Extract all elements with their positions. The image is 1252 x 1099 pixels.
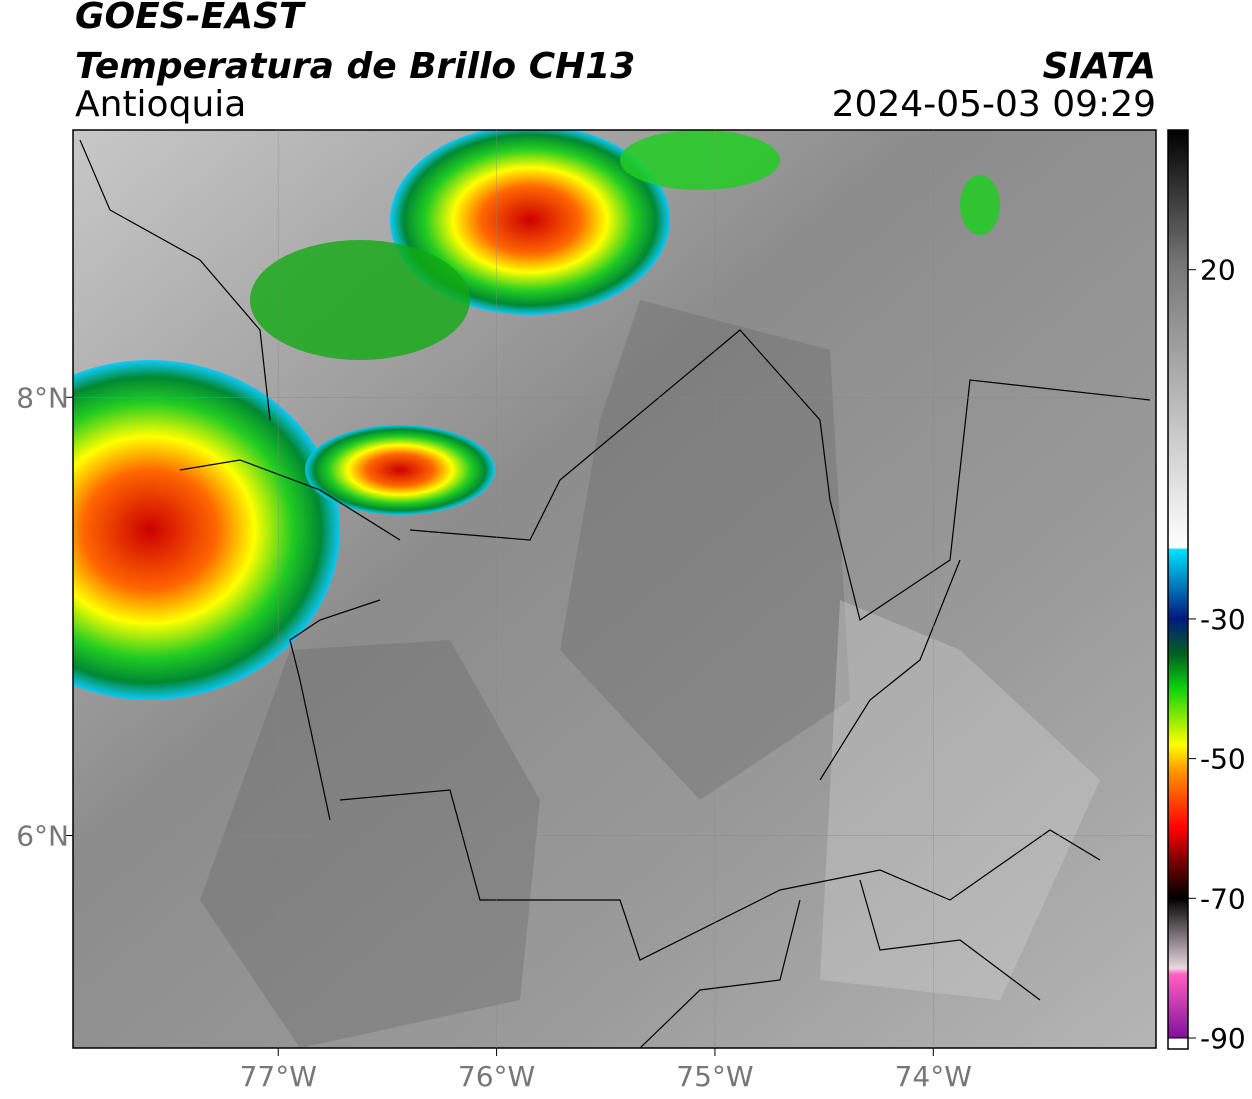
source: SIATA xyxy=(1043,46,1156,87)
colorbar-under xyxy=(1167,1037,1189,1050)
colorbar-tick-label: 20 xyxy=(1200,254,1236,287)
imagery xyxy=(73,130,1156,1048)
region: Antioquia xyxy=(75,84,246,125)
colorbar-tick-label: -30 xyxy=(1200,603,1246,636)
x-tick-label: 77°W xyxy=(240,1060,317,1093)
colorbar xyxy=(1168,130,1188,1038)
x-tick-label: 74°W xyxy=(895,1060,972,1093)
title: GOES-EAST xyxy=(75,0,306,37)
y-tick-label: 8°N xyxy=(16,381,69,414)
x-tick-label: 76°W xyxy=(458,1060,535,1093)
timestamp: 2024-05-03 09:29 xyxy=(832,84,1156,125)
colorbar-tick-label: -70 xyxy=(1200,882,1246,915)
map-frame xyxy=(72,129,1157,1049)
subtitle: Temperatura de Brillo CH13 xyxy=(75,46,635,87)
colorbar-frame xyxy=(1167,129,1189,1050)
x-tick-label: 75°W xyxy=(676,1060,753,1093)
y-tick-label: 6°N xyxy=(16,819,69,852)
colorbar-tick-label: -90 xyxy=(1200,1022,1246,1055)
colorbar-tick-label: -50 xyxy=(1200,743,1246,776)
